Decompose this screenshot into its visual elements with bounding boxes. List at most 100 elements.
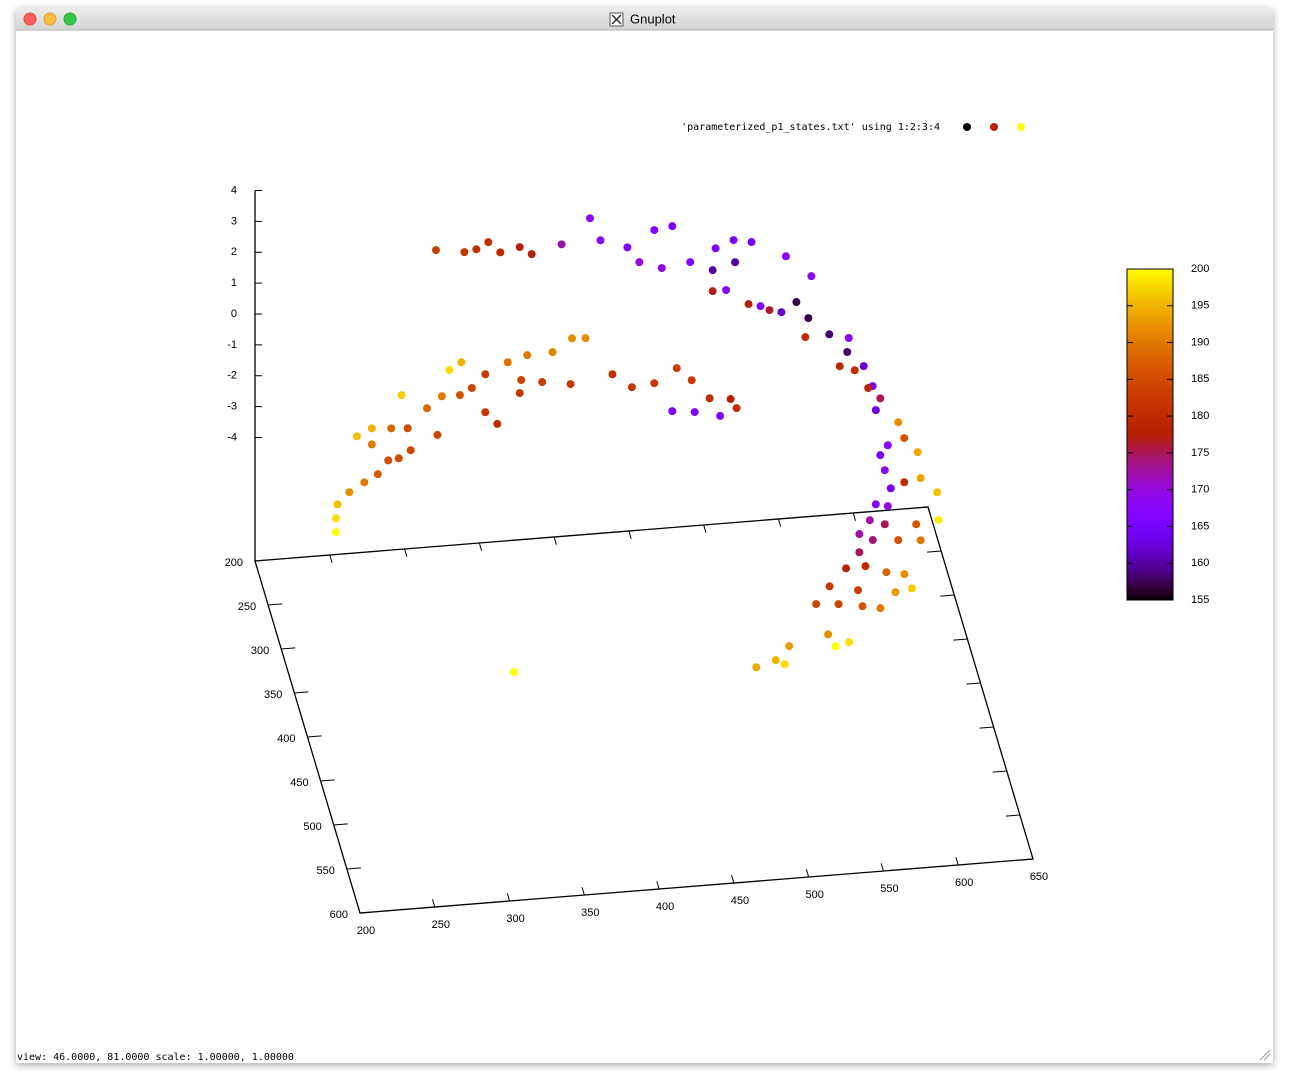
point <box>855 548 864 557</box>
x11-icon-glyph <box>611 14 622 25</box>
point <box>331 528 340 537</box>
x-tick <box>880 863 884 872</box>
minimize-button[interactable] <box>43 12 57 26</box>
point <box>472 245 481 254</box>
point <box>445 366 454 375</box>
x-tick <box>1030 851 1034 860</box>
x-tick <box>955 857 959 866</box>
point <box>858 602 867 611</box>
point <box>496 248 505 257</box>
point <box>557 240 566 249</box>
point <box>566 380 575 389</box>
point <box>568 334 577 343</box>
point <box>422 404 431 413</box>
y-tick <box>359 911 375 914</box>
point <box>859 362 868 371</box>
x-tick-mirror <box>254 560 258 569</box>
close-button[interactable] <box>23 12 37 26</box>
x-tick-label: 500 <box>805 889 823 901</box>
point <box>834 600 843 609</box>
colorbar-tick-label: 195 <box>1191 300 1209 312</box>
colorbar-tick-label: 155 <box>1191 594 1209 606</box>
point <box>900 434 909 443</box>
x-tick-label: 300 <box>506 913 524 925</box>
colorbar-tick-label: 180 <box>1191 410 1209 422</box>
point <box>515 389 524 398</box>
legend-marker <box>1017 123 1025 131</box>
z-tick-label: 2 <box>231 246 237 258</box>
point <box>835 362 844 371</box>
point <box>672 364 681 373</box>
point <box>831 642 840 651</box>
point <box>503 358 512 367</box>
point <box>880 520 889 529</box>
colorbar-tick-label: 190 <box>1191 336 1209 348</box>
point <box>934 515 943 524</box>
point <box>608 370 617 379</box>
y-tick-mirror <box>913 506 929 509</box>
point <box>900 570 909 579</box>
y-tick <box>254 559 270 562</box>
point <box>865 516 874 525</box>
point <box>744 300 753 309</box>
point <box>854 586 863 595</box>
point <box>384 456 393 465</box>
point <box>729 236 738 245</box>
point <box>756 302 765 311</box>
point <box>855 530 864 539</box>
z-tick-label: -4 <box>227 431 237 443</box>
point <box>871 500 880 509</box>
y-tick-label: 450 <box>290 777 308 789</box>
x-tick-mirror <box>703 524 707 533</box>
point <box>868 536 877 545</box>
point <box>850 366 859 375</box>
point <box>686 258 695 267</box>
point <box>732 404 741 413</box>
colorbar <box>1126 268 1174 601</box>
point <box>916 536 925 545</box>
point <box>843 348 852 357</box>
point <box>484 238 493 247</box>
point <box>627 383 636 392</box>
x-tick-label: 650 <box>1030 871 1048 883</box>
legend-marker <box>963 123 971 131</box>
point <box>726 395 735 404</box>
point <box>861 562 870 571</box>
window-title: Gnuplot <box>630 11 676 26</box>
point <box>913 448 922 457</box>
point <box>437 392 446 401</box>
x-tick-mirror <box>553 536 557 545</box>
point <box>705 394 714 403</box>
point <box>581 334 590 343</box>
y-tick-mirror <box>979 726 994 729</box>
point <box>864 383 873 392</box>
x-tick <box>656 881 660 890</box>
point <box>844 333 853 342</box>
x-tick-label: 450 <box>731 895 749 907</box>
point <box>824 630 833 639</box>
point <box>548 348 557 357</box>
point <box>825 582 834 591</box>
point <box>722 286 731 295</box>
point <box>716 411 725 420</box>
point <box>825 330 834 339</box>
window-frame <box>16 8 1273 1063</box>
point <box>900 478 909 487</box>
point <box>876 451 885 460</box>
zoom-button[interactable] <box>63 12 77 26</box>
point <box>916 474 925 483</box>
point <box>431 246 440 255</box>
point <box>876 394 885 403</box>
point <box>807 272 816 281</box>
y-tick-mirror <box>1018 858 1034 861</box>
point <box>623 243 632 252</box>
point <box>912 520 921 529</box>
colorbar-tick-label: 170 <box>1191 484 1209 496</box>
point <box>367 440 376 449</box>
point <box>373 470 382 479</box>
point <box>845 638 854 647</box>
point <box>527 250 536 259</box>
point <box>933 488 942 497</box>
point <box>406 446 415 455</box>
